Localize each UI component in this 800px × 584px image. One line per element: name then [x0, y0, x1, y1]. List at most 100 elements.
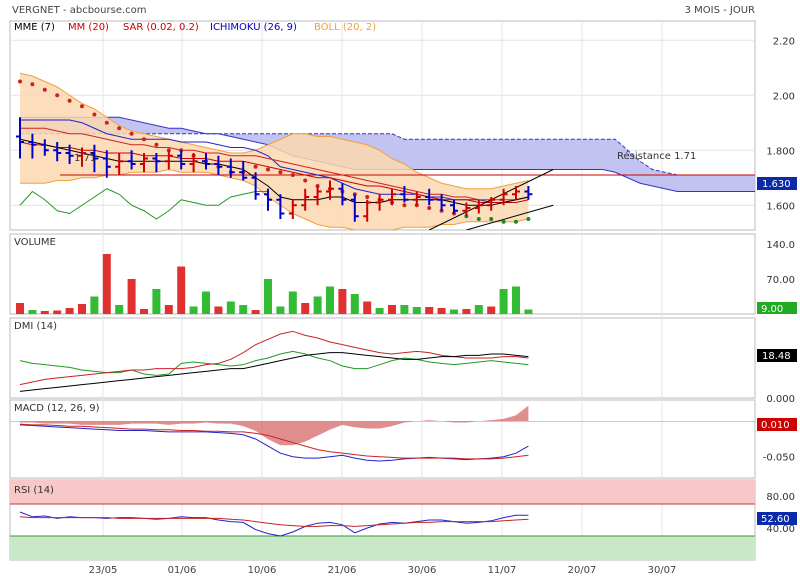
volume-layer — [16, 254, 533, 314]
macd-histogram — [20, 405, 529, 446]
volume-bar-32 — [412, 307, 421, 314]
x-label-1: 01/06 — [168, 565, 197, 576]
sar-dot-22 — [290, 173, 295, 177]
price-last-badge: 1.630 — [757, 177, 797, 190]
volume-bar-2 — [40, 311, 49, 314]
volume-bar-20 — [264, 279, 272, 314]
price-layer — [16, 72, 755, 230]
rsi-oversold-zone — [10, 536, 755, 560]
bollinger-upper — [19, 72, 529, 190]
chikou-line — [19, 188, 268, 220]
sar-dot-21 — [278, 170, 283, 175]
volume-bar-1 — [28, 310, 37, 314]
sar-dot-31 — [402, 203, 407, 208]
sar-dot-38 — [489, 217, 494, 221]
rsi-zones — [10, 480, 755, 560]
sar-dot-9 — [129, 131, 134, 136]
sar-dot-5 — [80, 104, 84, 109]
trend-line-lower — [466, 204, 554, 230]
volume-bar-38 — [487, 306, 496, 314]
volume-bar-0 — [16, 303, 24, 314]
macd-last-badge: 0.010 — [757, 418, 797, 431]
adx-line — [19, 352, 529, 392]
rsi-overbought-zone — [10, 480, 755, 504]
svg-text:0.010: 0.010 — [761, 420, 790, 431]
volume-bar-30 — [388, 305, 396, 314]
volume-bar-29 — [375, 308, 384, 314]
volume-bar-34 — [437, 308, 446, 314]
volume-title: VOLUME — [14, 237, 56, 248]
volume-bar-4 — [65, 308, 74, 314]
dmi-layer — [19, 330, 529, 392]
sar-dot-37 — [476, 217, 481, 221]
volume-bar-27 — [350, 294, 359, 314]
chart-title: VERGNET - abcbourse.com — [12, 5, 147, 16]
volume-bar-17 — [226, 301, 235, 314]
volume-bar-23 — [301, 303, 310, 314]
sar-dot-0 — [18, 79, 22, 84]
sar-dot-8 — [117, 126, 122, 131]
legend-item-4: BOLL (20, 2) — [314, 22, 376, 33]
volume-bar-18 — [239, 305, 248, 314]
kijun-line — [20, 127, 529, 201]
volume-bar-33 — [425, 307, 434, 314]
volume-bar-40 — [512, 286, 520, 314]
macd-tick-0: -0.050 — [763, 453, 795, 464]
sar-dot-23 — [303, 178, 308, 183]
volume-tick-1: 70.00 — [766, 275, 795, 286]
sar-dot-20 — [266, 167, 270, 172]
volume-bar-14 — [189, 306, 198, 314]
x-label-7: 30/07 — [648, 565, 677, 576]
macd-title: MACD (12, 26, 9) — [14, 403, 100, 414]
resistance-left-label: 1.71 — [74, 153, 96, 164]
dmi-minus-line — [19, 330, 529, 386]
legend-item-2: SAR (0.02, 0.2) — [123, 22, 199, 33]
sar-dot-33 — [427, 206, 432, 210]
resistance-label: Résistance 1.71 — [617, 150, 696, 162]
dmi-title: DMI (14) — [14, 321, 57, 332]
volume-bar-25 — [326, 286, 334, 314]
legend-item-1: MM (20) — [68, 22, 109, 33]
price-legend: MME (7) MM (20) SAR (0.02, 0.2) ICHIMOKU (2… — [14, 22, 376, 33]
volume-bar-35 — [450, 309, 458, 314]
volume-bar-41 — [524, 309, 533, 314]
tenkan-line — [20, 119, 529, 203]
dmi-panel — [9, 317, 756, 399]
x-label-5: 11/07 — [488, 565, 517, 576]
price-tick-2: 1.800 — [766, 146, 795, 157]
sar-dot-7 — [104, 120, 109, 125]
svg-text:1.630: 1.630 — [762, 179, 791, 190]
volume-bar-11 — [152, 289, 161, 314]
volume-bar-6 — [90, 296, 99, 314]
sar-dot-41 — [526, 217, 531, 221]
sar-dot-39 — [501, 219, 506, 224]
volume-bar-13 — [177, 266, 186, 314]
macd-panel — [9, 399, 756, 479]
volume-bar-8 — [115, 305, 124, 314]
rsi-ma-line — [19, 516, 529, 527]
price-tick-1: 2.00 — [773, 91, 795, 102]
legend-item-3: ICHIMOKU (26, 9) — [210, 22, 297, 33]
volume-panel — [9, 233, 756, 315]
sar-dot-11 — [154, 142, 159, 147]
price-tick-3: 1.600 — [766, 201, 795, 212]
ichimoku-cloud — [20, 117, 755, 192]
x-label-6: 20/07 — [568, 565, 597, 576]
x-label-4: 30/06 — [408, 565, 437, 576]
sar-dot-3 — [55, 93, 60, 98]
volume-bar-24 — [313, 296, 322, 314]
svg-text:9.00: 9.00 — [761, 304, 783, 315]
volume-bar-26 — [338, 289, 347, 314]
sar-dot-4 — [67, 98, 72, 103]
x-label-3: 21/06 — [328, 565, 357, 576]
y-tick-labels: 2.20 2.00 1.800 1.600 140.0 70.00 0.000 -0.050 8… — [763, 36, 795, 535]
rsi-tick-1: 40.00 — [766, 524, 795, 535]
dmi-tick-0: 0.000 — [766, 394, 795, 405]
rsi-title: RSI (14) — [14, 485, 54, 496]
volume-bar-28 — [363, 301, 372, 314]
volume-bar-15 — [202, 291, 210, 314]
volume-last-badge: 9.00 — [757, 302, 797, 315]
x-axis-labels: 23/05 01/06 10/06 21/06 30/06 11/07 20/07 30/07 — [89, 565, 677, 576]
macd-layer — [10, 405, 755, 462]
